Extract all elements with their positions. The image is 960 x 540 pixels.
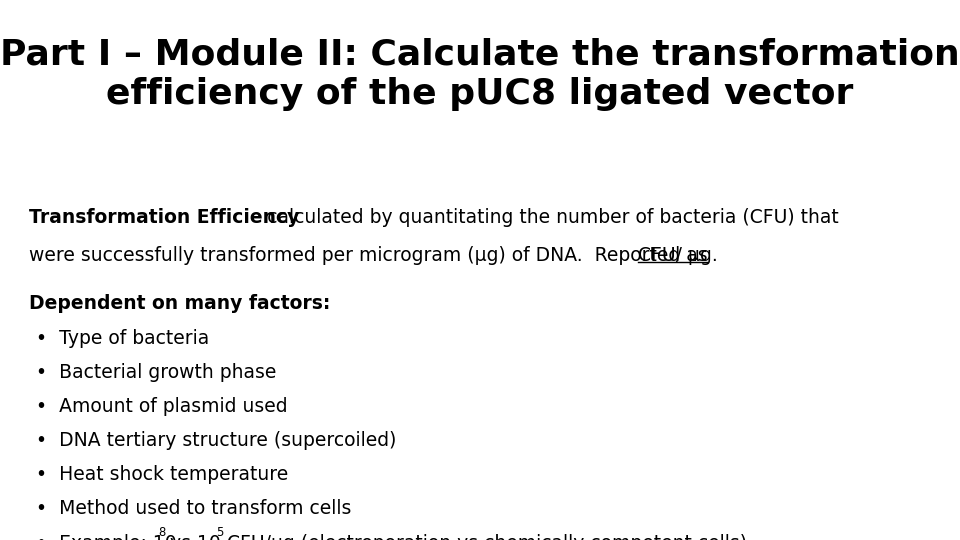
Text: – calculated by quantitating the number of bacteria (CFU) that: – calculated by quantitating the number …	[247, 208, 839, 227]
Text: were successfully transformed per microgram (μg) of DNA.  Reported as: were successfully transformed per microg…	[29, 246, 713, 265]
Text: •  Method used to transform cells: • Method used to transform cells	[36, 500, 352, 518]
Text: CFU/ug (electroporation vs chemically competent cells): CFU/ug (electroporation vs chemically co…	[221, 534, 747, 540]
Text: •  Type of bacteria: • Type of bacteria	[36, 329, 209, 348]
Text: •  Example: 10: • Example: 10	[36, 534, 177, 540]
Text: •  Heat shock temperature: • Heat shock temperature	[36, 465, 289, 484]
Text: •  Amount of plasmid used: • Amount of plasmid used	[36, 397, 288, 416]
Text: CFU/ μg.: CFU/ μg.	[637, 246, 717, 265]
Text: 8: 8	[158, 526, 165, 539]
Text: Dependent on many factors:: Dependent on many factors:	[29, 294, 330, 313]
Text: Transformation Efficiency: Transformation Efficiency	[29, 208, 300, 227]
Text: 5: 5	[216, 526, 224, 539]
Text: •  Bacterial growth phase: • Bacterial growth phase	[36, 363, 276, 382]
Text: Part I – Module II: Calculate the transformation
efficiency of the pUC8 ligated : Part I – Module II: Calculate the transf…	[0, 38, 960, 111]
Text: •  DNA tertiary structure (supercoiled): • DNA tertiary structure (supercoiled)	[36, 431, 396, 450]
Text: vs 10: vs 10	[163, 534, 221, 540]
